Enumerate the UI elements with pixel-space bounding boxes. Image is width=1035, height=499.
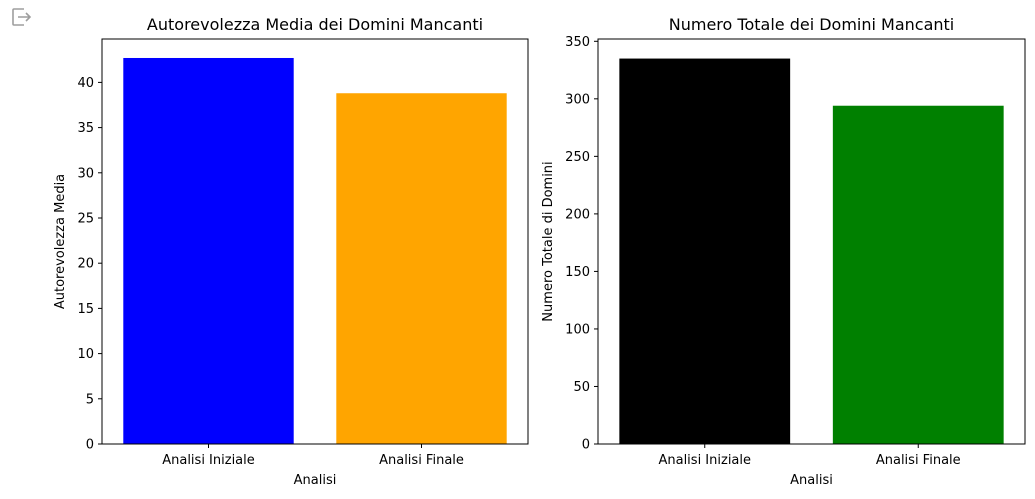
- bar-1: [619, 58, 791, 444]
- x-tick-label: Analisi Iniziale: [162, 453, 255, 468]
- y-axis-label: Numero Totale di Domini: [541, 161, 556, 321]
- y-tick-label: 35: [77, 121, 94, 136]
- x-tick-label: Analisi Iniziale: [658, 453, 751, 468]
- x-axis-label: Analisi: [790, 473, 833, 488]
- y-tick-label: 250: [565, 150, 590, 165]
- y-tick-label: 10: [77, 347, 94, 362]
- y-tick-label: 350: [565, 35, 590, 50]
- y-tick-label: 0: [582, 438, 590, 453]
- y-tick-label: 20: [77, 257, 94, 272]
- x-axis-label: Analisi: [294, 473, 337, 488]
- chart-title: Numero Totale dei Domini Mancanti: [669, 15, 955, 34]
- chart-title: Autorevolezza Media dei Domini Mancanti: [147, 15, 483, 34]
- y-tick-label: 15: [77, 302, 94, 317]
- plot-frame: [101, 38, 529, 445]
- y-tick-label: 50: [573, 380, 590, 395]
- exit-to-app-icon[interactable]: [10, 6, 32, 28]
- y-tick-label: 200: [565, 207, 590, 222]
- chart-panel-autorevolezza: 0 5 10 15 20 25 30 35 40 Analisi Iniziale Analisi …: [53, 15, 529, 488]
- bar-1: [123, 57, 294, 444]
- y-tick-label: 100: [565, 322, 590, 337]
- y-tick-label: 150: [565, 265, 590, 280]
- y-tick-label: 5: [86, 392, 94, 407]
- y-tick-label: 0: [86, 438, 94, 453]
- y-tick-label: 25: [77, 211, 94, 226]
- plot-frame: [597, 38, 1026, 445]
- x-tick-label: Analisi Finale: [876, 453, 961, 468]
- y-axis-label: Autorevolezza Media: [53, 174, 68, 309]
- y-tick-label: 40: [77, 76, 94, 91]
- bar-2: [832, 105, 1004, 444]
- y-tick-label: 300: [565, 92, 590, 107]
- chart-panel-numero-totale: 0 50 100 150 200 250 300 350 Analisi Iniziale Ana…: [541, 15, 1026, 488]
- y-tick-label: 30: [77, 166, 94, 181]
- x-tick-label: Analisi Finale: [379, 453, 464, 468]
- bar-2: [336, 93, 507, 444]
